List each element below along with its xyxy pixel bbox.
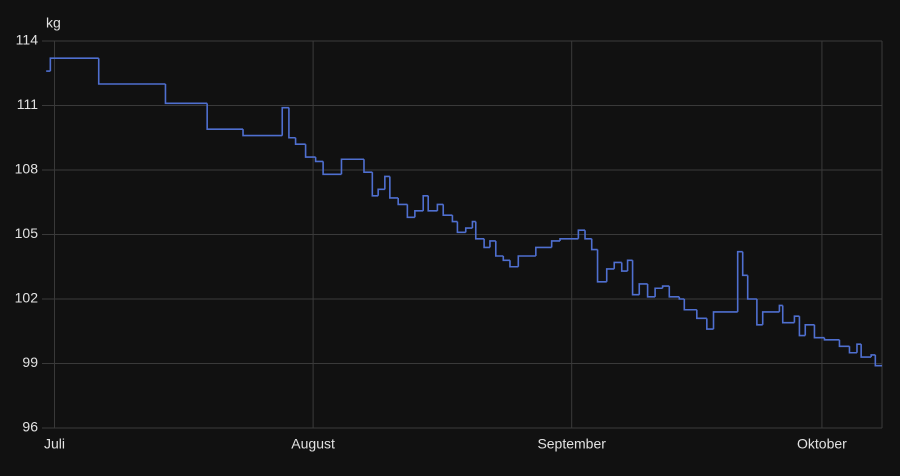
weight-step xyxy=(509,260,519,268)
weight-step xyxy=(517,255,536,267)
weight-step xyxy=(494,240,504,257)
weight-step xyxy=(451,215,458,223)
weight-step xyxy=(442,204,453,216)
weight-step xyxy=(474,221,485,240)
weight-step xyxy=(870,354,876,358)
weight-step xyxy=(242,129,283,137)
weight-step xyxy=(838,339,850,348)
weight-step xyxy=(206,103,244,130)
weight-step xyxy=(322,161,342,176)
weight-step xyxy=(304,144,316,158)
weight-step xyxy=(756,299,763,326)
weight-step xyxy=(683,299,697,311)
weight-step xyxy=(778,304,783,312)
weight-step xyxy=(741,251,748,277)
weight-step xyxy=(584,230,592,240)
x-tick-label: Juli xyxy=(44,436,65,452)
y-tick-label: 105 xyxy=(15,225,39,241)
weight-step xyxy=(559,238,579,241)
weight-step xyxy=(436,203,444,211)
weight-step xyxy=(340,158,364,175)
weight-step xyxy=(427,195,438,212)
weight-step xyxy=(712,311,738,330)
weight-step xyxy=(631,260,640,296)
weight-step xyxy=(848,346,857,354)
weight-step xyxy=(668,286,680,298)
weight-step xyxy=(464,227,473,233)
weight-step xyxy=(874,354,882,367)
weight-step xyxy=(706,318,714,330)
weight-step xyxy=(294,137,306,145)
weight-step xyxy=(97,58,166,85)
weight-step xyxy=(823,337,840,341)
weight-step xyxy=(661,285,670,289)
weight-step xyxy=(422,195,429,211)
weight-step xyxy=(590,238,598,251)
y-unit-label: kg xyxy=(46,15,61,31)
weight-step xyxy=(596,249,607,283)
y-tick-label: 111 xyxy=(17,96,38,112)
weight-step xyxy=(377,188,385,196)
weight-step xyxy=(860,344,872,358)
weight-step xyxy=(281,106,289,136)
weight-step xyxy=(605,268,615,282)
weight-step xyxy=(489,240,496,248)
weight-step xyxy=(781,305,795,324)
weight-step xyxy=(371,172,379,197)
weight-step xyxy=(288,107,296,139)
weight-step xyxy=(577,229,586,239)
x-tick-label: Oktober xyxy=(797,436,847,452)
weight-step xyxy=(613,261,622,269)
weight-step xyxy=(654,287,663,297)
y-tick-label: 99 xyxy=(22,354,38,370)
weight-step xyxy=(456,221,466,234)
weight-step xyxy=(414,210,424,218)
weight-step xyxy=(856,343,862,353)
weight-step xyxy=(49,57,99,72)
weight-step xyxy=(638,283,648,295)
weight-step xyxy=(626,259,633,272)
y-tick-label: 108 xyxy=(15,161,39,177)
y-tick-label: 96 xyxy=(22,419,38,435)
weight-step xyxy=(471,220,476,229)
weight-step xyxy=(746,275,757,300)
weight-step xyxy=(736,250,743,312)
weight-step xyxy=(384,175,390,190)
weight-step xyxy=(397,197,408,206)
weight-step xyxy=(696,309,707,320)
weight-step xyxy=(646,283,656,298)
weight-step xyxy=(804,324,815,336)
weight-step xyxy=(406,204,415,219)
x-tick-label: August xyxy=(291,436,335,452)
weight-step xyxy=(502,256,510,262)
weight-step xyxy=(314,157,324,163)
weight-step xyxy=(620,262,628,272)
weight-step xyxy=(535,246,552,256)
y-tick-label: 114 xyxy=(16,32,39,48)
weight-step xyxy=(761,311,780,325)
weight-step xyxy=(483,238,490,249)
weight-step xyxy=(793,315,800,323)
weight-step xyxy=(550,240,561,248)
y-tick-label: 102 xyxy=(15,290,39,306)
weight-step xyxy=(164,84,208,105)
weight-step xyxy=(389,176,399,199)
weight-step xyxy=(363,159,373,173)
weight-step xyxy=(798,316,806,337)
weight-step xyxy=(678,296,685,300)
weight-step xyxy=(813,324,825,339)
x-tick-label: September xyxy=(537,436,606,452)
